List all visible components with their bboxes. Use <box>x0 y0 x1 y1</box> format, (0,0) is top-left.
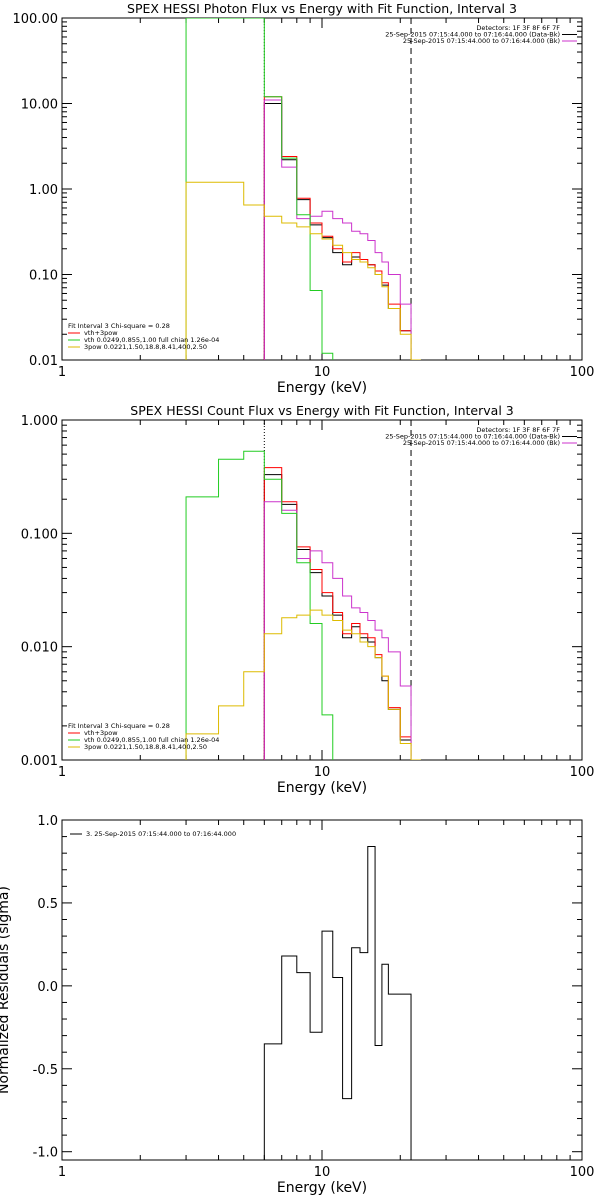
series-group <box>263 846 412 1160</box>
x-axis-label: Energy (keV) <box>277 1180 367 1196</box>
series-line-2 <box>263 501 412 760</box>
fit-info-text: Fit Interval 3 Chi-square = 0.28 <box>68 322 170 330</box>
info-text: 25-Sep-2015 07:15:44.000 to 07:16:44.000… <box>385 31 560 39</box>
info-text: Detectors: 1F 3F 8F 6F 7F <box>476 426 560 434</box>
fit-legend-text: 3pow 0.0221,1.50,18.8,8.41,400,2.50 <box>84 743 207 751</box>
series-group <box>185 18 421 360</box>
y-tick-label: 1.0 <box>37 814 58 829</box>
x-tick-label: 1 <box>58 765 66 780</box>
info-text: 25-Sep-2015 07:15:44.000 to 07:16:44.000… <box>403 439 560 447</box>
info-text: Detectors: 1F 3F 8F 6F 7F <box>476 24 560 32</box>
y-tick-label: 1.000 <box>21 414 58 429</box>
series-group <box>185 450 421 760</box>
y-axis-label: Normalized Residuals (sigma) <box>0 886 12 1094</box>
fit-legend-text: vth+3pow <box>84 329 118 337</box>
y-tick-label: 0.10 <box>29 269 58 284</box>
info-text: 25-Sep-2015 07:15:44.000 to 07:16:44.000… <box>403 37 560 45</box>
x-tick-label: 1 <box>58 1165 66 1180</box>
y-tick-label: 0.001 <box>21 754 58 769</box>
series-line-2 <box>263 99 412 360</box>
x-axis-label: Energy (keV) <box>277 380 367 396</box>
y-tick-label: 0.5 <box>37 897 58 912</box>
series-line-0 <box>263 846 412 1160</box>
y-tick-label: -1.0 <box>33 1146 58 1161</box>
series-line-3 <box>185 18 334 360</box>
y-tick-label: 0.010 <box>21 641 58 656</box>
x-tick-label: 10 <box>314 1165 331 1180</box>
fit-legend-text: vth 0.0249,0.855,1.00 full chian 1.26e-0… <box>84 736 219 744</box>
series-line-0 <box>263 103 412 360</box>
fit-info-text: Fit Interval 3 Chi-square = 0.28 <box>68 722 170 730</box>
x-tick-label: 100 <box>570 1165 595 1180</box>
series-line-3 <box>185 450 334 760</box>
x-axis-label: Energy (keV) <box>277 780 367 796</box>
y-tick-label: 0.01 <box>29 354 58 369</box>
x-tick-label: 10 <box>314 365 331 380</box>
y-tick-label: 0.100 <box>21 527 58 542</box>
y-tick-label: -0.5 <box>33 1063 58 1078</box>
fit-legend-text: vth+3pow <box>84 729 118 737</box>
y-tick-label: 10.00 <box>21 98 58 113</box>
series-line-4 <box>185 181 421 360</box>
chart-title: SPEX HESSI Count Flux vs Energy with Fit… <box>130 403 513 418</box>
x-tick-label: 1 <box>58 365 66 380</box>
chart-title: SPEX HESSI Photon Flux vs Energy with Fi… <box>127 1 517 16</box>
y-tick-label: 100.00 <box>13 12 59 27</box>
fit-legend-text: 3pow 0.0221,1.50,18.8,8.41,400,2.50 <box>84 343 207 351</box>
fit-legend-text: vth 0.0249,0.855,1.00 full chian 1.26e-0… <box>84 336 219 344</box>
series-line-4 <box>185 609 421 760</box>
series-line-1 <box>263 467 412 760</box>
legend-text: 3. 25-Sep-2015 07:15:44.000 to 07:16:44.… <box>86 830 236 838</box>
y-tick-label: 1.00 <box>29 183 58 198</box>
info-text: 25-Sep-2015 07:15:44.000 to 07:16:44.000… <box>385 433 560 441</box>
y-tick-label: 0.0 <box>37 980 58 995</box>
x-tick-label: 100 <box>570 365 595 380</box>
x-tick-label: 100 <box>570 765 595 780</box>
x-tick-label: 10 <box>314 765 331 780</box>
series-line-1 <box>263 96 412 360</box>
